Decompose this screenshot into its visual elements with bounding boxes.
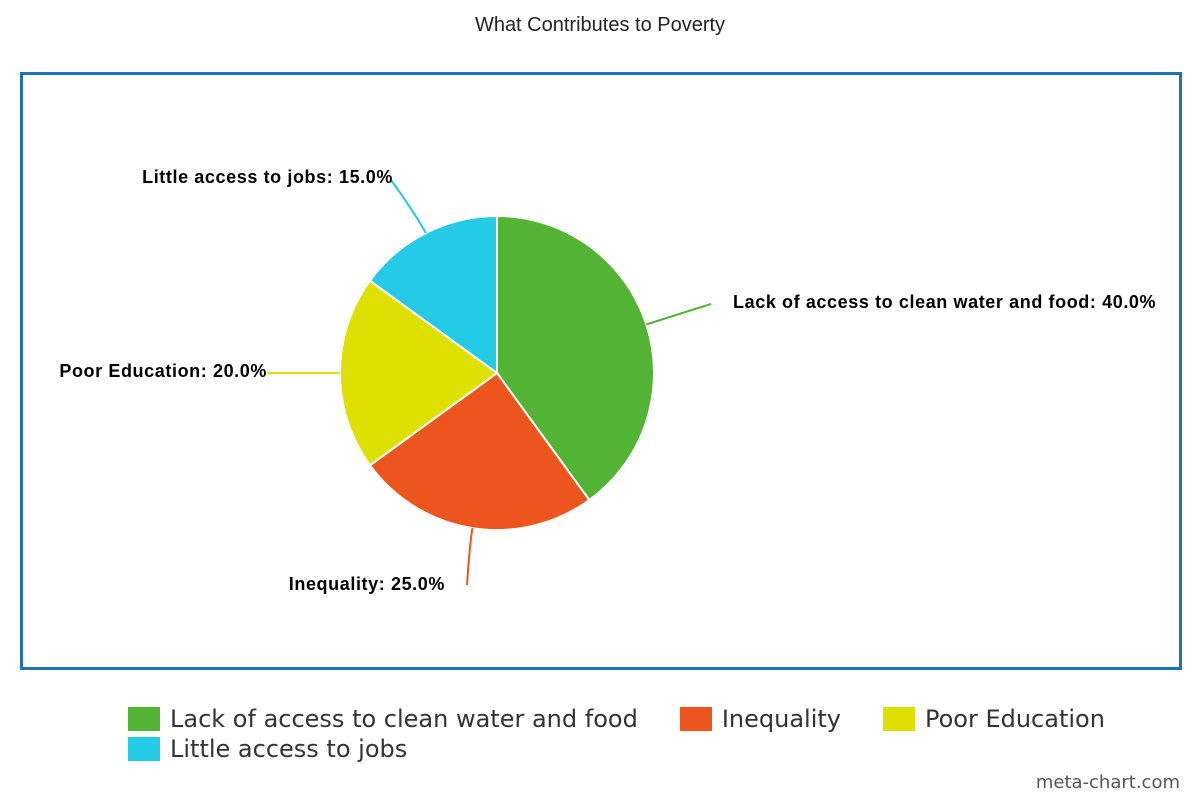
legend-label: Poor Education — [924, 705, 1105, 733]
chart-title: What Contributes to Poverty — [474, 14, 726, 36]
legend-item-water-food[interactable]: Lack of access to clean water and food — [128, 705, 638, 733]
legend-swatch — [128, 707, 160, 731]
legend-item-poor-education[interactable]: Poor Education — [882, 705, 1105, 733]
legend-item-jobs[interactable]: Little access to jobs — [128, 735, 407, 763]
legend-label: Lack of access to clean water and food — [170, 705, 638, 733]
legend-row-1: Lack of access to clean water and food I… — [128, 704, 1128, 734]
legend-swatch — [882, 707, 915, 731]
label-connector — [466, 527, 474, 586]
label-connector — [390, 179, 427, 234]
legend: Lack of access to clean water and food I… — [128, 704, 1128, 764]
pie-slice[interactable] — [339, 279, 499, 467]
pie-slice[interactable] — [368, 371, 591, 531]
legend-row-2: Little access to jobs — [128, 734, 1128, 764]
legend-label: Little access to jobs — [170, 735, 408, 763]
legend-swatch — [679, 707, 712, 731]
label-connector — [645, 303, 712, 326]
legend-swatch — [128, 737, 160, 761]
credit-text[interactable]: meta-chart.com — [1035, 772, 1180, 793]
slice-data-label: Poor Education: 20.0% — [59, 361, 267, 381]
pie-chart: Lack of access to clean water and food: … — [59, 167, 1156, 594]
legend-label: Inequality — [721, 705, 841, 733]
slice-data-label: Inequality: 25.0% — [289, 574, 445, 594]
slice-data-label: Lack of access to clean water and food: … — [733, 292, 1156, 312]
plot-frame: Lack of access to clean water and food: … — [20, 72, 1182, 670]
legend-item-inequality[interactable]: Inequality — [679, 705, 841, 733]
slice-data-label: Little access to jobs: 15.0% — [142, 167, 393, 187]
pie-slice[interactable] — [368, 214, 498, 375]
